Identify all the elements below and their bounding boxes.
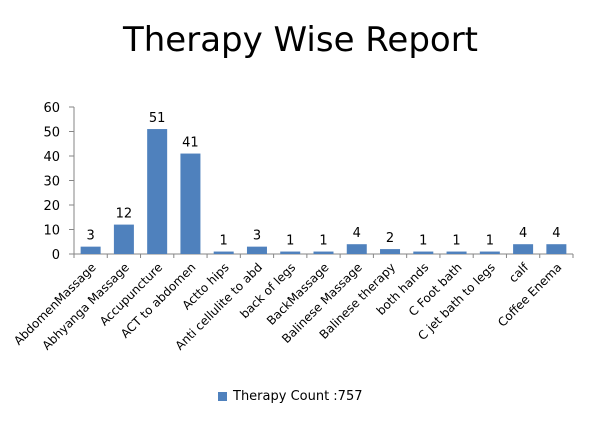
y-tick-label: 30	[43, 175, 60, 190]
data-label: 1	[220, 234, 228, 249]
data-label: 4	[552, 226, 560, 241]
legend-label: Therapy Count :757	[233, 388, 363, 404]
data-label: 2	[386, 231, 394, 246]
bar	[80, 246, 101, 254]
data-label: 4	[353, 226, 361, 241]
bar	[546, 244, 567, 254]
bar	[346, 244, 367, 254]
data-label: 1	[319, 234, 327, 249]
bar	[246, 246, 267, 254]
bar	[313, 251, 334, 254]
data-label: 4	[519, 226, 527, 241]
bar	[213, 251, 234, 254]
bar	[180, 153, 201, 254]
data-label: 1	[419, 234, 427, 249]
bar	[380, 249, 401, 254]
data-label: 3	[253, 229, 261, 244]
bar	[147, 129, 168, 254]
x-tick-label: calf	[506, 260, 532, 286]
bar	[446, 251, 467, 254]
chart-title: Therapy Wise Report	[122, 20, 479, 60]
data-label: 1	[452, 234, 460, 249]
y-tick-label: 50	[43, 126, 60, 141]
bar	[413, 251, 434, 254]
data-label: 51	[149, 111, 166, 126]
data-label: 1	[286, 234, 294, 249]
y-tick-label: 20	[43, 199, 60, 214]
y-tick-label: 40	[43, 150, 60, 165]
bar	[113, 224, 134, 254]
data-label: 3	[86, 229, 94, 244]
data-label: 1	[486, 234, 494, 249]
y-tick-label: 0	[52, 248, 60, 263]
y-tick-label: 60	[43, 101, 60, 116]
y-tick-label: 10	[43, 224, 60, 239]
data-label: 12	[116, 207, 133, 222]
legend-swatch	[218, 391, 227, 401]
bar	[513, 244, 534, 254]
bar	[479, 251, 500, 254]
legend: Therapy Count :757	[218, 387, 363, 405]
bar	[280, 251, 301, 254]
data-label: 41	[182, 136, 199, 151]
